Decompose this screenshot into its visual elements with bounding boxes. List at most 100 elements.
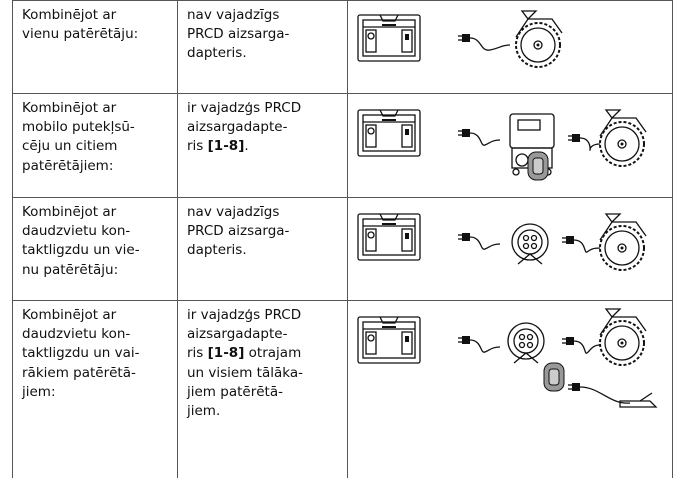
shape bbox=[379, 109, 399, 117]
shape bbox=[604, 230, 640, 266]
shape bbox=[573, 340, 601, 354]
text-line: rākiem patērētā- bbox=[22, 364, 136, 381]
shape bbox=[639, 392, 653, 402]
shape bbox=[365, 331, 377, 355]
shape bbox=[365, 29, 377, 53]
shape bbox=[518, 341, 526, 349]
text-line: ris [1-8] otrajam bbox=[187, 344, 303, 363]
shape bbox=[520, 10, 538, 20]
shape bbox=[362, 19, 416, 57]
shape bbox=[533, 40, 543, 50]
shape bbox=[365, 228, 377, 252]
shape bbox=[405, 129, 409, 135]
shape bbox=[357, 213, 421, 261]
text-line: Kombinējot ar bbox=[22, 204, 117, 220]
text-line: dapteris. bbox=[187, 242, 247, 259]
row-border bbox=[12, 197, 672, 198]
shape bbox=[579, 137, 601, 151]
shape bbox=[367, 334, 375, 342]
shape bbox=[599, 221, 647, 241]
shape bbox=[367, 32, 375, 40]
text-line: daudzvietu kon- bbox=[22, 326, 131, 343]
requirement-cell: nav vajadzīgs PRCD aizsarga-dapteris. bbox=[187, 6, 289, 64]
shape bbox=[469, 339, 501, 353]
text-line: taktligzdu un vai- bbox=[22, 345, 140, 362]
shape bbox=[530, 242, 538, 250]
row-border bbox=[12, 93, 672, 94]
shape bbox=[357, 14, 421, 62]
text-run: ris bbox=[187, 138, 208, 155]
text-run: otrajam bbox=[244, 345, 302, 362]
text-line: vienu patērētāju: bbox=[22, 26, 139, 43]
shape bbox=[507, 322, 545, 360]
shape bbox=[604, 126, 640, 162]
shape bbox=[604, 213, 622, 223]
reference: [1-8] bbox=[207, 345, 245, 362]
shape bbox=[462, 336, 470, 344]
shape bbox=[512, 168, 520, 176]
shape bbox=[362, 114, 416, 152]
shape bbox=[620, 341, 624, 345]
shape bbox=[518, 333, 526, 341]
shape bbox=[548, 368, 560, 386]
shape bbox=[382, 119, 396, 121]
text-run: . bbox=[244, 138, 249, 155]
illustration bbox=[357, 308, 658, 408]
shape bbox=[517, 229, 543, 255]
shape bbox=[401, 29, 413, 53]
requirement-cell: ir vajadzģs PRCD aizsargadapte-ris [1-8]. bbox=[187, 99, 301, 157]
shape bbox=[599, 117, 647, 137]
combination-cell: Kombinējot ar vienu patērētāju: bbox=[22, 6, 138, 44]
shape bbox=[573, 239, 601, 253]
shape bbox=[532, 157, 544, 175]
column-border bbox=[347, 0, 348, 478]
text-line: ir vajadzģs PRCD bbox=[187, 307, 302, 323]
shape bbox=[513, 352, 539, 364]
shape bbox=[566, 337, 574, 345]
text-line: nav vajadzīgs bbox=[187, 204, 280, 220]
combination-cell: Kombinējot ar mobilo putekļsū-cēju un cit… bbox=[22, 99, 135, 176]
shape bbox=[379, 213, 399, 221]
shape bbox=[469, 236, 501, 250]
text-line: ir vajadzģs PRCD bbox=[187, 100, 302, 116]
shape bbox=[599, 316, 647, 336]
shape bbox=[515, 18, 563, 38]
shape bbox=[462, 34, 470, 42]
shape bbox=[401, 124, 413, 148]
shape bbox=[405, 233, 409, 239]
shape bbox=[357, 109, 421, 157]
shape bbox=[617, 338, 627, 348]
shape bbox=[572, 383, 580, 391]
shape bbox=[566, 236, 574, 244]
text-line: un visiem tālāka- bbox=[187, 364, 303, 381]
shape bbox=[522, 234, 530, 242]
shape bbox=[367, 231, 375, 239]
shape bbox=[526, 333, 534, 341]
combination-cell: Kombinējot ar daudzvietu kon-taktligzdu u… bbox=[22, 203, 140, 280]
text-line: ris [1-8]. bbox=[187, 137, 301, 156]
shape bbox=[382, 24, 396, 26]
column-border bbox=[672, 0, 673, 478]
shape bbox=[401, 331, 413, 355]
shape bbox=[536, 43, 540, 47]
text-line: taktligzdu un vie- bbox=[22, 242, 140, 259]
combination-cell: Kombinējot ar daudzvietu kon-taktligzdu u… bbox=[22, 306, 140, 402]
shape bbox=[617, 139, 627, 149]
row-border bbox=[12, 300, 672, 301]
text-line: nav vajadzīgs bbox=[187, 7, 280, 23]
text-line: nu patērētāju: bbox=[22, 261, 119, 278]
requirement-cell: ir vajadzģs PRCD aizsargadapte-ris [1-8] … bbox=[187, 306, 303, 421]
illustration bbox=[357, 109, 647, 181]
shape bbox=[365, 124, 377, 148]
shape bbox=[362, 218, 416, 256]
shape bbox=[599, 320, 645, 366]
shape bbox=[515, 153, 529, 167]
shape bbox=[579, 386, 631, 404]
shape bbox=[509, 113, 555, 149]
shape bbox=[382, 326, 396, 328]
shape bbox=[462, 129, 470, 137]
shape bbox=[379, 316, 399, 324]
text-line: Kombinējot ar bbox=[22, 307, 117, 323]
shape bbox=[515, 22, 561, 68]
text-line: PRCD aizsarga- bbox=[187, 223, 290, 240]
